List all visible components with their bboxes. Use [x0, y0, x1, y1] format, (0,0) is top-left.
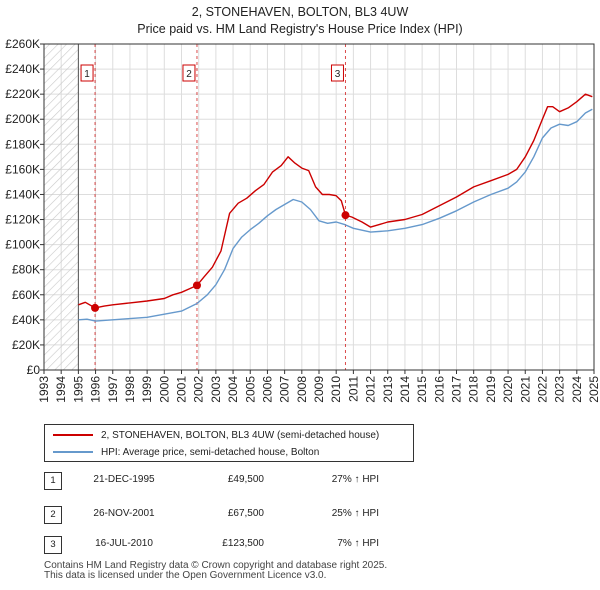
legend-item-hpi: HPI: Average price, semi-detached house,… [53, 444, 319, 460]
legend-swatch-property [53, 434, 93, 436]
y-tick-label: £20K [12, 338, 40, 352]
x-tick-label: 2007 [278, 376, 292, 403]
sale-number-box [80, 64, 94, 82]
x-tick-label: 2024 [570, 376, 584, 403]
x-tick-label: 2023 [553, 376, 567, 403]
y-tick-label: £100K [5, 238, 40, 252]
y-tick-label: £260K [5, 37, 40, 51]
x-axis-ticks: 1993 1994 1995 1996 1997 1998 1999 2000 2001 2002… [37, 370, 600, 403]
y-tick-label: £220K [5, 87, 40, 101]
x-tick-label: 2014 [398, 376, 412, 403]
x-tick-label: 2020 [501, 376, 515, 403]
sale-price: £123,500 [222, 538, 264, 549]
footer: Contains HM Land Registry data © Crown c… [44, 561, 387, 581]
legend-item-property: 2, STONEHAVEN, BOLTON, BL3 4UW (semi-det… [53, 427, 379, 443]
x-tick-label: 2018 [467, 376, 481, 403]
sale-hpi-diff: 25% ↑ HPI [331, 508, 379, 519]
chart-title: 2, STONEHAVEN, BOLTON, BL3 4UW [191, 5, 409, 19]
chart-title-block: 2, STONEHAVEN, BOLTON, BL3 4UW Price pai… [0, 4, 600, 38]
x-tick-label: 1993 [37, 376, 51, 403]
sale-number-badge: 3 [44, 536, 62, 554]
sale-marker [192, 281, 201, 290]
x-tick-label: 2004 [226, 376, 240, 403]
y-tick-label: £120K [5, 213, 40, 227]
series-lines [78, 93, 593, 322]
y-tick-label: £140K [5, 187, 40, 201]
grid [43, 43, 595, 371]
x-tick-label: 2013 [381, 376, 395, 403]
sale-number-box [330, 64, 344, 82]
x-tick-label: 2019 [484, 376, 498, 403]
legend: 2, STONEHAVEN, BOLTON, BL3 4UW (semi-det… [44, 424, 414, 462]
sale-marker [341, 211, 350, 220]
hpi-series-line [78, 108, 593, 322]
legend-label-property: 2, STONEHAVEN, BOLTON, BL3 4UW (semi-det… [101, 429, 380, 441]
price-chart: £0 £20K £40K £60K £80K £100K £120K £140K £160K £1… [5, 37, 600, 403]
y-tick-label: £200K [5, 112, 40, 126]
y-tick-label: £180K [5, 137, 40, 151]
sale-number-box-label: 3 [335, 69, 341, 80]
sale-date-lines [77, 44, 346, 370]
x-tick-label: 2000 [157, 376, 171, 403]
sale-price: £67,500 [227, 508, 264, 519]
x-tick-label: 2017 [450, 376, 464, 403]
sale-date: 16-JUL-2010 [95, 538, 153, 549]
x-tick-label: 1996 [89, 376, 103, 403]
x-tick-label: 2021 [518, 376, 532, 403]
pre-data-hatched-region [44, 44, 79, 370]
sale-number-badge: 2 [44, 506, 62, 524]
x-tick-label: 2011 [346, 376, 360, 402]
x-tick-label: 1999 [140, 376, 154, 403]
sale-number-boxes: 1 2 3 [80, 64, 344, 82]
sales-table-row: 3 16-JUL-2010 £123,500 7% ↑ HPI [44, 536, 444, 558]
x-tick-label: 2006 [260, 376, 274, 403]
x-tick-label: 2003 [209, 376, 223, 403]
sales-table-row: 1 21-DEC-1995 £49,500 27% ↑ HPI [44, 472, 444, 494]
y-tick-label: £80K [12, 263, 40, 277]
y-axis-ticks: £0 £20K £40K £60K £80K £100K £120K £140K £160K £1… [5, 37, 44, 377]
x-tick-label: 2002 [192, 376, 206, 403]
x-tick-label: 2001 [175, 376, 189, 403]
legend-label-hpi: HPI: Average price, semi-detached house,… [101, 446, 320, 458]
x-tick-label: 1995 [71, 376, 85, 403]
footer-copyright: Contains HM Land Registry data © Crown c… [44, 560, 388, 571]
y-tick-label: £240K [5, 62, 40, 76]
x-tick-label: 2025 [587, 376, 600, 403]
footer-licence: This data is licensed under the Open Gov… [44, 570, 327, 581]
sale-marker [91, 303, 100, 312]
chart-subtitle: Price paid vs. HM Land Registry's House … [137, 22, 463, 36]
x-tick-label: 1998 [123, 376, 137, 403]
y-tick-label: £0 [27, 363, 41, 377]
sale-number-box-label: 1 [84, 69, 90, 80]
sale-number-badge: 1 [44, 472, 62, 490]
sale-date: 26-NOV-2001 [93, 508, 155, 519]
sale-date: 21-DEC-1995 [93, 474, 155, 485]
property-series-line [78, 93, 593, 309]
x-tick-label: 2012 [364, 376, 378, 403]
y-tick-label: £160K [5, 162, 40, 176]
sales-table-row: 2 26-NOV-2001 £67,500 25% ↑ HPI [44, 506, 444, 528]
x-tick-label: 2005 [243, 376, 257, 403]
x-tick-label: 1997 [106, 376, 120, 403]
legend-swatch-hpi [53, 451, 93, 453]
x-tick-label: 2009 [312, 376, 326, 403]
sale-number-box [182, 64, 196, 82]
x-tick-label: 2015 [415, 376, 429, 403]
y-tick-label: £60K [12, 288, 40, 302]
x-tick-label: 2016 [432, 376, 446, 403]
sale-number-box-label: 2 [186, 69, 192, 80]
x-tick-label: 2008 [295, 376, 309, 403]
y-tick-label: £40K [12, 313, 40, 327]
sale-markers [91, 211, 350, 312]
x-tick-label: 2010 [329, 376, 343, 403]
x-tick-label: 1994 [54, 376, 68, 403]
sale-hpi-diff: 7% ↑ HPI [337, 538, 379, 549]
x-tick-label: 2022 [535, 376, 549, 403]
sale-hpi-diff: 27% ↑ HPI [331, 474, 379, 485]
sale-price: £49,500 [227, 474, 264, 485]
